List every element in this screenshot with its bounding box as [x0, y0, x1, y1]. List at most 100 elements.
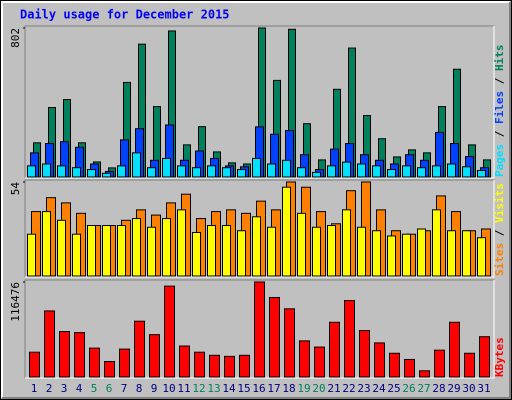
plot-bevel	[25, 26, 495, 179]
x-tick-label: 10	[162, 382, 175, 395]
legend-separator: /	[493, 71, 506, 91]
x-tick-label: 20	[312, 382, 325, 395]
x-tick-label: 5	[91, 382, 98, 395]
plot-bevel	[25, 280, 495, 379]
x-tick-label: 6	[106, 382, 113, 395]
legend-entry: Files	[493, 91, 506, 124]
bar	[374, 342, 385, 378]
bar	[177, 165, 186, 178]
bar	[117, 225, 126, 277]
bar	[147, 167, 156, 178]
x-tick-label: 25	[387, 382, 400, 395]
bar	[402, 165, 411, 178]
x-tick-label: 21	[327, 382, 340, 395]
x-tick-label: 14	[222, 382, 236, 395]
bar	[284, 308, 295, 378]
bar	[237, 169, 246, 178]
bar	[207, 165, 216, 178]
bar	[102, 225, 111, 277]
bar	[357, 163, 366, 178]
x-tick-label: 9	[151, 382, 158, 395]
x-tick-label: 22	[342, 382, 355, 395]
x-tick-label: 17	[267, 382, 280, 395]
bar	[479, 336, 490, 378]
x-tick-label: 1	[31, 382, 38, 395]
x-tick-label: 19	[297, 382, 310, 395]
x-tick-label: 11	[177, 382, 190, 395]
bar	[72, 167, 81, 178]
bar	[57, 219, 66, 277]
bar	[192, 231, 201, 277]
x-tick-label: 7	[121, 382, 128, 395]
bar	[402, 233, 411, 277]
legend: Sites / Visits	[493, 183, 506, 276]
legend-entry: Hits	[493, 45, 506, 72]
legend: Pages / Files / Hits	[493, 45, 506, 178]
x-tick-label: 27	[417, 382, 430, 395]
bar	[477, 237, 486, 277]
bar	[132, 218, 141, 277]
x-tick-label: 2	[46, 382, 53, 395]
bar	[57, 165, 66, 178]
bar	[312, 171, 321, 178]
bar	[252, 157, 261, 178]
bar	[447, 163, 456, 178]
bar	[312, 226, 321, 277]
bar	[282, 159, 291, 178]
bar	[387, 169, 396, 178]
x-tick-label: 30	[462, 382, 475, 395]
bar	[42, 211, 51, 277]
x-tick-label: 26	[402, 382, 415, 395]
bar	[164, 285, 175, 378]
legend: KBytes	[493, 337, 506, 377]
bar	[329, 321, 340, 378]
bar	[207, 225, 216, 277]
legend-entry: Sites	[493, 243, 506, 276]
x-tick-label: 15	[237, 382, 250, 395]
bar	[447, 230, 456, 277]
bar	[209, 354, 220, 378]
legend-entry: Pages	[493, 144, 506, 177]
x-tick-label: 12	[192, 382, 205, 395]
bar	[239, 354, 250, 378]
x-tick-label: 23	[357, 382, 370, 395]
bar	[342, 161, 351, 178]
bar	[87, 169, 96, 178]
x-tick-label: 16	[252, 382, 265, 395]
bar	[387, 235, 396, 277]
bar	[299, 340, 310, 378]
bar	[464, 352, 475, 378]
bar	[359, 330, 370, 378]
bar	[282, 186, 291, 277]
bar	[462, 166, 471, 178]
x-tick-label: 3	[61, 382, 68, 395]
legend-entry: Visits	[493, 183, 506, 223]
bar	[432, 209, 441, 277]
bar	[119, 348, 130, 378]
x-tick-label: 13	[207, 382, 220, 395]
plot-bevel	[25, 180, 495, 278]
x-tick-label: 8	[136, 382, 143, 395]
bar	[254, 281, 265, 378]
bar	[342, 209, 351, 277]
bar	[147, 226, 156, 277]
bar	[389, 352, 400, 378]
legend-separator: /	[493, 124, 506, 144]
bar	[297, 212, 306, 277]
bar	[59, 331, 70, 378]
bar	[27, 233, 36, 277]
bar	[87, 225, 96, 277]
bar	[192, 167, 201, 178]
bar	[44, 310, 55, 378]
legend-entry: KBytes	[493, 337, 506, 377]
bar	[462, 230, 471, 277]
bar	[267, 226, 276, 277]
bar	[149, 334, 160, 378]
bar	[222, 225, 231, 277]
x-tick-label: 24	[372, 382, 386, 395]
bar	[162, 218, 171, 277]
bar	[179, 345, 190, 378]
bar	[417, 228, 426, 277]
